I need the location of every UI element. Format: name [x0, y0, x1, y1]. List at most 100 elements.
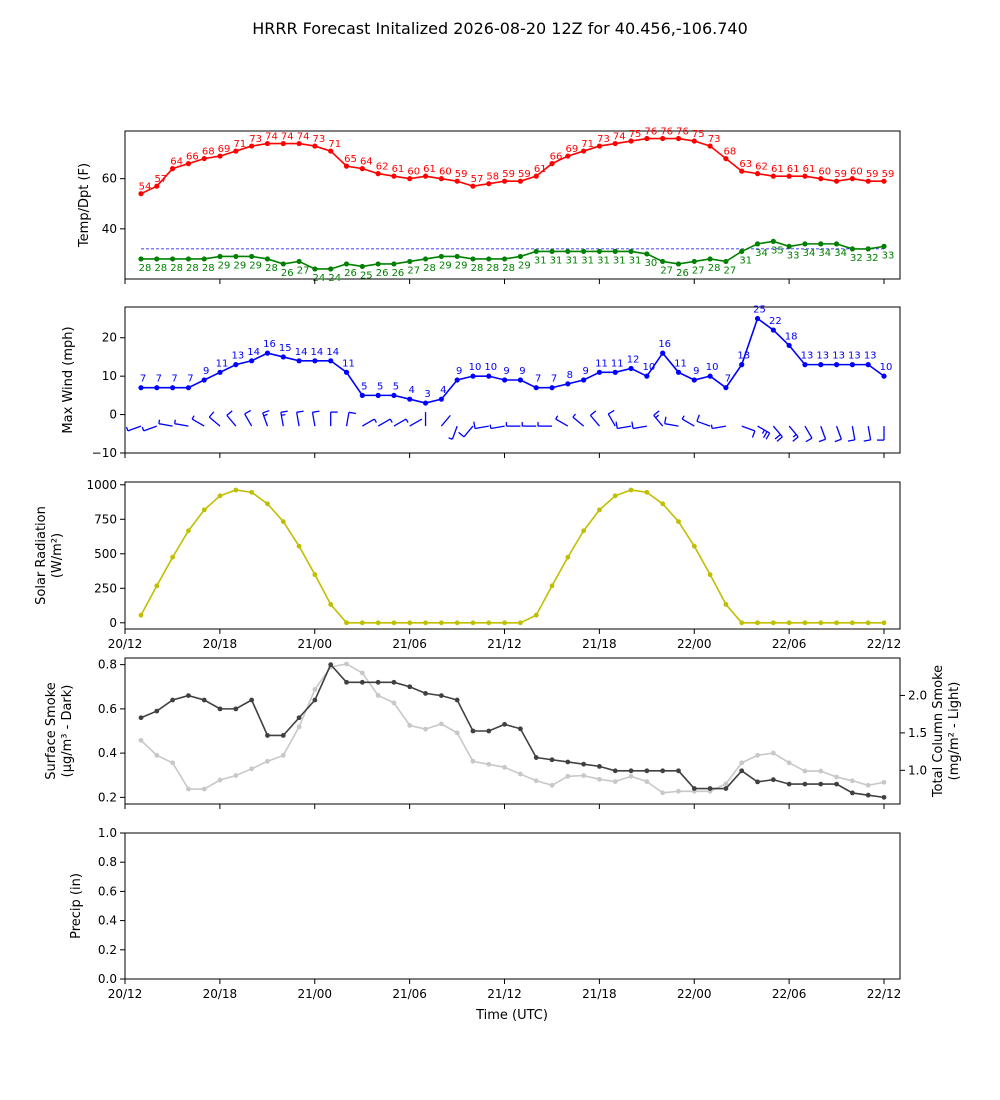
wind-barb: [361, 418, 378, 427]
x-tick-label: 21/12: [487, 637, 522, 651]
wind-barb-staff: [589, 414, 600, 427]
wind-barb-staff: [712, 425, 727, 430]
dewpoint-point: [549, 248, 555, 255]
wind-barb: [191, 415, 205, 427]
solar-point: [881, 620, 887, 626]
wind-barb-staff: [490, 425, 505, 430]
dewpoint-data-label: 28: [708, 263, 721, 274]
dewpoint-data-label: 26: [676, 268, 689, 279]
y-axis-label-right: Total Column Smoke: [931, 665, 946, 798]
dewpoint-point: [533, 248, 539, 255]
temp-data-label: 65: [344, 154, 357, 165]
dewpoint-data-label: 26: [281, 268, 294, 279]
dewpoint-data-label: 28: [265, 263, 278, 274]
wind-barb-flag: [653, 410, 660, 416]
y-tick-label: 0.8: [98, 855, 117, 869]
column-smoke-point: [470, 758, 476, 764]
temp-data-label: 54: [139, 182, 152, 193]
solar-point: [249, 489, 255, 495]
wind-data-label: 13: [737, 351, 750, 362]
wind-point: [264, 350, 271, 356]
temp-point: [818, 176, 824, 182]
temp-point: [328, 148, 334, 154]
dewpoint-point: [517, 253, 524, 260]
dewpoint-data-label: 27: [724, 265, 737, 276]
dewpoint-data-label: 34: [755, 248, 768, 259]
column-smoke-point: [233, 773, 239, 778]
column-smoke-point: [565, 773, 571, 779]
wind-barb: [489, 424, 505, 430]
temp-data-label: 71: [233, 139, 246, 150]
dewpoint-data-label: 26: [376, 268, 389, 279]
wind-barb-staff: [208, 416, 221, 427]
solar-point: [533, 612, 539, 618]
temp-point: [754, 171, 761, 177]
temp-data-label: 59: [502, 169, 515, 180]
wind-data-label: 18: [785, 331, 798, 342]
wind-barb: [141, 425, 158, 432]
temp-data-label: 61: [771, 164, 784, 175]
dewpoint-data-label: 28: [486, 263, 499, 274]
dewpoint-point: [217, 253, 223, 260]
x-tick-label: 22/12: [867, 637, 902, 651]
wind-point: [754, 315, 761, 322]
column-smoke-point: [280, 752, 286, 758]
wind-barb: [741, 425, 756, 438]
temp-point: [422, 173, 429, 179]
dewpoint-data-label: 28: [423, 263, 436, 274]
wind-barb-staff: [681, 418, 695, 427]
y-axis-label: Temp/Dpt (F): [77, 163, 92, 248]
dewpoint-data-label: 29: [249, 260, 262, 271]
surface-smoke-point: [375, 679, 381, 685]
smoke-panel: 0.2 0.4 0.6 0.8 1.0 1.5 2.0 Surface Smoke (μg/m³…: [44, 657, 962, 809]
dewpoint-data-label: 31: [629, 255, 642, 266]
surface-smoke-point: [581, 761, 587, 767]
dewpoint-point: [833, 241, 840, 247]
temp-data-label: 60: [407, 167, 420, 178]
wind-data-label: 8: [567, 370, 573, 381]
wind-barb: [448, 425, 458, 440]
wind-barb-flag: [607, 409, 615, 415]
dewpoint-point: [628, 248, 634, 255]
solar-point: [612, 493, 618, 499]
wind-data-label: 9: [203, 366, 209, 377]
temp-point: [343, 163, 350, 169]
dewpoint-point: [596, 248, 603, 255]
dewpoint-data-label: 26: [344, 268, 357, 279]
solar-point: [597, 507, 602, 513]
column-smoke-point: [201, 786, 207, 792]
temp-data-label: 62: [376, 162, 389, 173]
surface-smoke-point: [502, 721, 507, 727]
dewpoint-point: [691, 258, 697, 265]
wind-data-label: 12: [627, 354, 640, 365]
surface-smoke-point: [533, 755, 539, 760]
y-tick-label: 40: [102, 222, 117, 236]
surface-smoke-point: [818, 781, 824, 787]
y-tick-label: 0.4: [98, 914, 117, 928]
surface-smoke-point: [407, 684, 413, 690]
wind-data-label: 16: [658, 339, 671, 350]
x-tick-label: 21/18: [582, 987, 617, 1001]
wind-point: [549, 385, 555, 391]
temp-point: [249, 143, 255, 149]
wind-barb-flag: [348, 411, 356, 415]
wind-barb-half: [389, 418, 393, 423]
temp-data-label: 64: [360, 157, 373, 168]
temp-point: [691, 138, 697, 144]
temp-point: [312, 143, 318, 149]
wind-barb: [409, 418, 423, 427]
temp-point: [739, 168, 745, 174]
y-axis-label-left: (μg/m³ - Dark): [60, 685, 75, 778]
temp-point: [470, 183, 476, 189]
wind-point: [407, 396, 413, 402]
dewpoint-point: [581, 248, 587, 255]
temp-point: [581, 148, 587, 154]
dewpoint-data-label: 29: [455, 260, 468, 271]
x-tick-label: 20/12: [108, 637, 143, 651]
column-smoke-point: [344, 661, 349, 667]
wind-point: [375, 392, 381, 398]
dewpoint-data-label: 31: [739, 255, 752, 266]
wind-barb: [158, 419, 173, 427]
x-tick-label: 22/00: [677, 987, 712, 1001]
